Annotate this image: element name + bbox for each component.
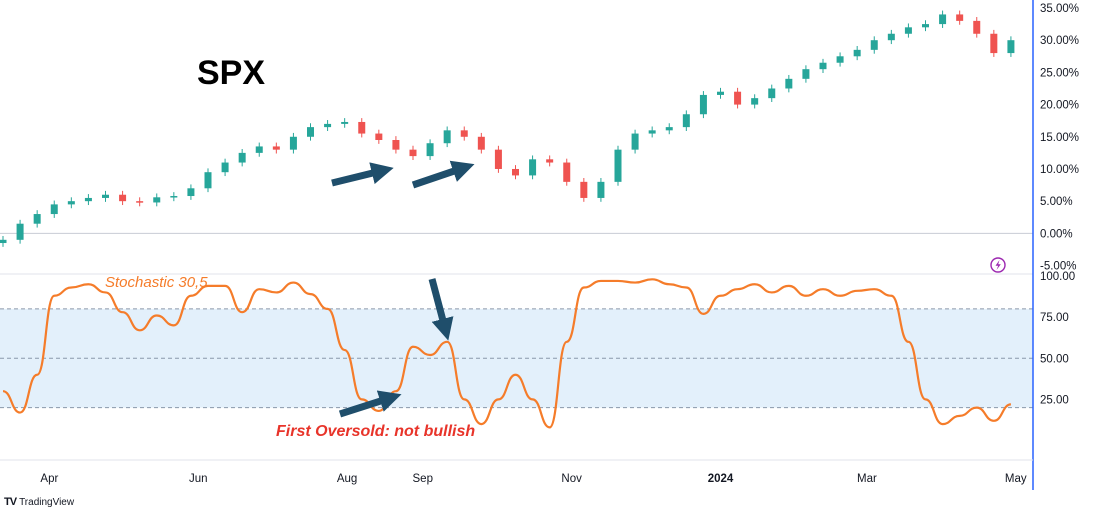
stochastic-axis-tick: 75.00 — [1040, 312, 1069, 324]
candle-body — [102, 194, 109, 198]
candle-body — [170, 196, 178, 198]
candle-body — [494, 149, 502, 169]
price-axis-tick: 35.00% — [1040, 3, 1079, 15]
candle-body — [836, 56, 844, 63]
stochastic-pane — [0, 273, 1033, 429]
arrow-icon — [331, 162, 394, 187]
candle-body — [512, 168, 519, 176]
price-axis-tick: 5.00% — [1040, 196, 1073, 208]
candle-body — [0, 239, 7, 244]
candle-body — [819, 62, 827, 70]
arrow-icon — [411, 160, 475, 189]
candle-body — [16, 223, 24, 240]
candle-body — [887, 33, 895, 41]
candle-body — [580, 181, 588, 198]
candle-body — [33, 214, 41, 224]
candle-body — [358, 121, 366, 134]
candle-body — [956, 14, 964, 21]
candle-body — [734, 91, 742, 105]
candle-body — [939, 14, 947, 25]
time-axis-tick: Nov — [561, 473, 582, 485]
candle-body — [136, 201, 144, 203]
candle-body — [717, 91, 724, 95]
stochastic-axis-tick: 25.00 — [1040, 394, 1069, 406]
candle-body — [529, 159, 537, 176]
axes: 35.00% 30.00% 25.00% 20.00% 15.00% 10.00% 5.00… — [0, 0, 1079, 490]
candle-body — [238, 152, 246, 163]
candle-body — [922, 24, 929, 28]
tradingview-logo: TV — [4, 496, 17, 508]
candle-body — [119, 194, 127, 202]
time-axis-tick: Jun — [189, 473, 208, 485]
time-axis-tick: Sep — [413, 473, 433, 485]
candle-body — [272, 146, 280, 150]
candle-body — [973, 20, 981, 34]
candle-body — [443, 130, 451, 144]
candle-body — [546, 159, 554, 163]
candle-body — [990, 33, 998, 54]
price-axis-tick: 15.00% — [1040, 132, 1079, 144]
candle-body — [84, 197, 92, 202]
candle-body — [802, 69, 810, 79]
candle-body — [648, 130, 656, 134]
candle-body — [187, 188, 195, 197]
price-axis-tick: 0.00% — [1040, 228, 1073, 240]
candle-body — [477, 136, 485, 150]
lightning-icon[interactable] — [990, 257, 1006, 273]
candle-body — [324, 123, 332, 128]
candle-body — [768, 88, 776, 99]
stochastic-line — [2, 278, 1012, 429]
candle-body — [392, 140, 400, 150]
candle-body — [614, 149, 622, 182]
time-axis-tick: Apr — [40, 473, 58, 485]
candle-body — [67, 201, 75, 205]
candle-body — [204, 172, 212, 189]
annotation-text: First Oversold: not bullish — [276, 423, 475, 440]
candle-body — [307, 127, 314, 137]
time-axis-tick: May — [1005, 473, 1027, 485]
candle-body — [1007, 40, 1015, 54]
brand-name: TradingView — [19, 496, 75, 508]
time-axis-tick: Aug — [337, 473, 357, 485]
candle-body — [289, 136, 297, 150]
candle-body — [785, 78, 793, 89]
time-axis-tick: Mar — [857, 473, 877, 485]
annotations — [331, 160, 475, 418]
candle-body — [409, 149, 417, 157]
candle-body — [904, 27, 912, 34]
time-axis-tick: 2024 — [708, 473, 734, 485]
candle-body — [682, 114, 690, 128]
indicator-label: Stochastic 30,5 — [105, 274, 208, 291]
candle-body — [426, 143, 434, 157]
candle-body — [563, 162, 571, 182]
price-axis-tick: 25.00% — [1040, 67, 1079, 79]
candle-body — [597, 181, 605, 198]
candle-body — [853, 49, 861, 57]
candle-body — [870, 40, 878, 50]
candle-body — [631, 133, 639, 150]
candle-body — [460, 130, 468, 137]
candle-body — [341, 121, 349, 124]
candle-body — [221, 162, 229, 173]
candle-body — [665, 127, 673, 131]
stochastic-axis-tick: 50.00 — [1040, 353, 1069, 365]
price-axis-tick: 30.00% — [1040, 35, 1079, 47]
chart-title: SPX — [197, 54, 265, 92]
stochastic-axis-tick: 100.00 — [1040, 271, 1075, 283]
candle-body — [699, 94, 707, 115]
candle-body — [50, 204, 58, 215]
price-axis-tick: -5.00% — [1040, 261, 1076, 273]
price-pane — [0, 10, 1033, 247]
arrow-icon — [428, 278, 454, 341]
candle-body — [153, 197, 161, 203]
arrow-icon — [338, 390, 402, 418]
candle-body — [751, 98, 759, 105]
candle-body — [255, 146, 263, 153]
brand-footer: TV TradingView — [4, 496, 74, 508]
candle-body — [375, 133, 383, 140]
price-axis-tick: 20.00% — [1040, 100, 1079, 112]
price-axis-tick: 10.00% — [1040, 164, 1079, 176]
